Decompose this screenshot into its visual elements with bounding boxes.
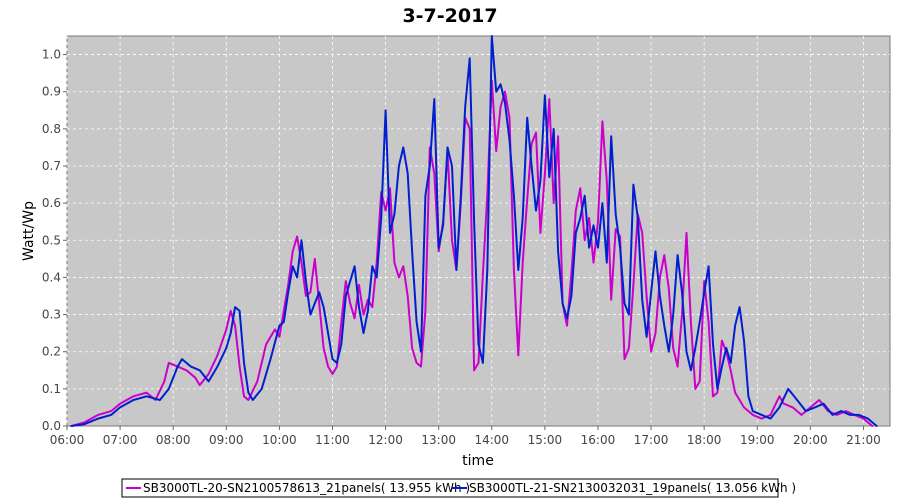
x-tick-label: 20:00 — [793, 433, 828, 447]
y-tick-label: 0.3 — [42, 308, 61, 322]
x-tick-label: 14:00 — [474, 433, 509, 447]
y-tick-label: 0.8 — [42, 122, 61, 136]
x-tick-label: 18:00 — [687, 433, 722, 447]
x-tick-label: 16:00 — [581, 433, 616, 447]
y-tick-label: 0.9 — [42, 85, 61, 99]
y-tick-label: 0.1 — [42, 382, 61, 396]
x-tick-label: 06:00 — [50, 433, 85, 447]
x-axis-label: time — [462, 453, 494, 469]
x-tick-label: 17:00 — [634, 433, 669, 447]
x-tick-label: 07:00 — [103, 433, 138, 447]
x-tick-label: 19:00 — [740, 433, 775, 447]
legend-label-series-1: SB3000TL-20-SN2100578613_21panels( 13.95… — [143, 481, 470, 495]
y-tick-label: 0.6 — [42, 196, 61, 210]
x-tick-label: 12:00 — [368, 433, 403, 447]
y-tick-label: 0.7 — [42, 159, 61, 173]
chart-title: 3-7-2017 — [402, 5, 497, 27]
x-axis: 06:00 07:00 08:00 09:00 10:00 11:00 12:00 13:00… — [50, 426, 881, 447]
x-tick-label: 15:00 — [528, 433, 563, 447]
x-tick-label: 21:00 — [846, 433, 881, 447]
series-lines — [70, 35, 878, 427]
plot-area — [66, 35, 891, 427]
y-tick-label: 0.4 — [42, 270, 61, 284]
y-tick-label: 0.5 — [42, 233, 61, 247]
legend-box — [121, 478, 779, 498]
y-tick-label: 1.0 — [42, 48, 61, 62]
legend: SB3000TL-20-SN2100578613_21panels( 13.95… — [121, 478, 796, 498]
y-axis-label: Watt/Wp — [21, 201, 37, 261]
x-tick-label: 13:00 — [421, 433, 456, 447]
y-tick-label: 0.0 — [42, 419, 61, 433]
x-tick-label: 11:00 — [315, 433, 350, 447]
y-axis: 0.0 0.1 0.2 0.3 0.4 0.5 0.6 0.7 0.8 0.9 1.0 — [42, 48, 67, 433]
x-tick-label: 10:00 — [262, 433, 297, 447]
x-tick-label: 08:00 — [156, 433, 191, 447]
legend-label-series-2: SB3000TL-21-SN2130032031_19panels( 13.05… — [469, 481, 796, 495]
x-tick-label: 09:00 — [209, 433, 244, 447]
series-line-2 — [70, 35, 878, 427]
y-tick-label: 0.2 — [42, 345, 61, 359]
